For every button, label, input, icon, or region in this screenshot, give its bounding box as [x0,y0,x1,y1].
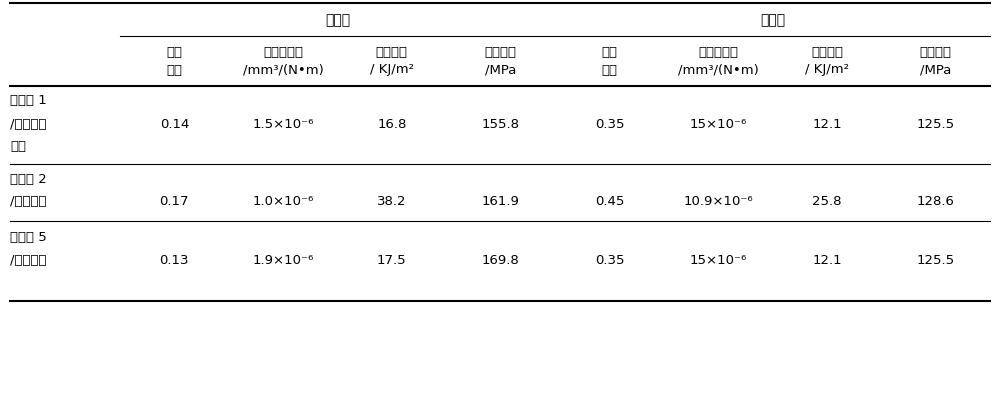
Text: 169.8: 169.8 [482,253,520,266]
Text: /MPa: /MPa [920,63,951,76]
Text: 复合后: 复合后 [325,13,350,27]
Text: 0.35: 0.35 [595,253,624,266]
Text: 0.13: 0.13 [160,253,189,266]
Text: 15×10⁻⁶: 15×10⁻⁶ [690,253,747,266]
Text: 16.8: 16.8 [377,118,407,131]
Text: 0.35: 0.35 [595,118,624,131]
Text: 0.14: 0.14 [160,118,189,131]
Text: 系数: 系数 [601,63,617,76]
Text: 弯曲强度: 弯曲强度 [920,45,952,58]
Text: 弯曲强度: 弯曲强度 [485,45,517,58]
Text: 复合前: 复合前 [760,13,785,27]
Text: 125.5: 125.5 [917,253,955,266]
Text: 冲击强度: 冲击强度 [811,45,843,58]
Text: /环氧树脂: /环氧树脂 [10,195,46,208]
Text: 1.9×10⁻⁶: 1.9×10⁻⁶ [252,253,314,266]
Text: / KJ/m²: / KJ/m² [370,63,414,76]
Text: 实施例 2: 实施例 2 [10,173,47,186]
Text: 0.17: 0.17 [160,195,189,208]
Text: 体积磨损率: 体积磨损率 [263,45,303,58]
Text: 17.5: 17.5 [377,253,407,266]
Text: 0.45: 0.45 [595,195,624,208]
Text: 125.5: 125.5 [917,118,955,131]
Text: 38.2: 38.2 [377,195,407,208]
Text: 1.5×10⁻⁶: 1.5×10⁻⁶ [252,118,314,131]
Text: 亚胺: 亚胺 [10,140,26,153]
Text: /双马来酰: /双马来酰 [10,253,46,266]
Text: 摩擦: 摩擦 [601,45,617,58]
Text: / KJ/m²: / KJ/m² [805,63,849,76]
Text: 摩擦: 摩擦 [166,45,182,58]
Text: 161.9: 161.9 [482,195,520,208]
Text: 12.1: 12.1 [812,253,842,266]
Text: 体积磨损率: 体积磨损率 [698,45,738,58]
Text: 25.8: 25.8 [812,195,842,208]
Text: /mm³/(N•m): /mm³/(N•m) [243,63,324,76]
Text: /mm³/(N•m): /mm³/(N•m) [678,63,759,76]
Text: /MPa: /MPa [485,63,516,76]
Text: 系数: 系数 [166,63,182,76]
Text: /双马来酰: /双马来酰 [10,118,46,131]
Text: 1.0×10⁻⁶: 1.0×10⁻⁶ [252,195,314,208]
Text: 128.6: 128.6 [917,195,955,208]
Text: 实施例 5: 实施例 5 [10,231,47,244]
Text: 冲击强度: 冲击强度 [376,45,408,58]
Text: 15×10⁻⁶: 15×10⁻⁶ [690,118,747,131]
Text: 实施例 1: 实施例 1 [10,93,47,106]
Text: 12.1: 12.1 [812,118,842,131]
Text: 155.8: 155.8 [482,118,520,131]
Text: 10.9×10⁻⁶: 10.9×10⁻⁶ [683,195,753,208]
